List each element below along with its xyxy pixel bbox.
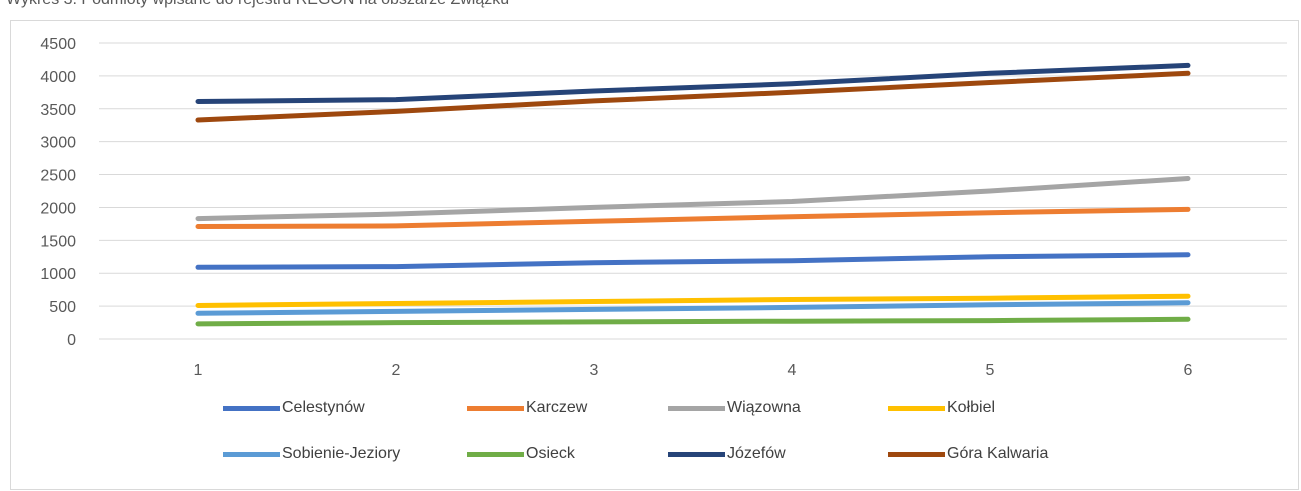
y-tick-label: 500	[49, 299, 76, 316]
legend-swatch	[668, 405, 725, 411]
y-tick-label: 4000	[40, 69, 76, 86]
y-tick-label: 4500	[40, 36, 76, 53]
chart-area: 0 500 1000 1500 2000 2500 3000 3500 4000 4500 1 2 3 4…	[10, 20, 1299, 490]
legend-label: Kołbiel	[947, 399, 996, 416]
y-tick-label: 0	[67, 332, 76, 349]
series-line-osieck	[195, 316, 1191, 327]
legend-label: Celestynów	[282, 399, 365, 416]
legend-item: Józefów	[668, 445, 786, 463]
y-tick-label: 2000	[40, 200, 76, 217]
legend-item: Kołbiel	[888, 399, 995, 417]
legend-label: Józefów	[727, 445, 786, 462]
x-tick-label: 5	[986, 362, 995, 379]
x-tick-label: 3	[590, 362, 599, 379]
x-tick-label: 1	[194, 362, 203, 379]
legend-item: Wiązowna	[668, 399, 801, 417]
legend-swatch	[668, 451, 725, 457]
legend-item: Karczew	[467, 399, 587, 417]
legend-label: Góra Kalwaria	[947, 445, 1049, 462]
series-line-karczew	[195, 206, 1191, 229]
legend-item: Osieck	[467, 445, 575, 463]
x-tick-label: 6	[1184, 362, 1193, 379]
legend-swatch	[223, 405, 280, 411]
legend-label: Wiązowna	[727, 399, 801, 416]
legend-swatch	[223, 451, 280, 457]
y-tick-label: 3000	[40, 135, 76, 152]
y-tick-label: 3500	[40, 102, 76, 119]
legend-swatch	[467, 405, 524, 411]
series-line-kołbiel	[195, 293, 1191, 308]
series-line-józefów	[195, 62, 1191, 104]
series-line-wiązowna	[195, 176, 1191, 222]
y-tick-label: 2500	[40, 168, 76, 185]
chart-caption: Wykres 3. Podmioty wpisane do rejestru R…	[6, 0, 509, 9]
x-tick-label: 4	[788, 362, 797, 379]
legend-label: Sobienie-Jeziory	[282, 445, 401, 462]
x-tick-label: 2	[392, 362, 401, 379]
legend-swatch	[888, 451, 945, 457]
y-tick-label: 1500	[40, 233, 76, 250]
legend-label: Osieck	[526, 445, 575, 462]
legend-swatch	[467, 451, 524, 457]
legend-label: Karczew	[526, 399, 588, 416]
series-line-góra-kalwaria	[195, 70, 1191, 123]
legend-item: Sobienie-Jeziory	[223, 445, 400, 463]
legend-swatch	[888, 405, 945, 411]
legend-item: Góra Kalwaria	[888, 445, 1048, 463]
series-line-sobienie-jeziory	[195, 300, 1191, 316]
y-tick-label: 1000	[40, 266, 76, 283]
line-chart: 0 500 1000 1500 2000 2500 3000 3500 4000 4500 1 2 3 4…	[40, 36, 1287, 379]
series-line-celestynów	[195, 252, 1191, 270]
legend-item: Celestynów	[223, 399, 365, 417]
